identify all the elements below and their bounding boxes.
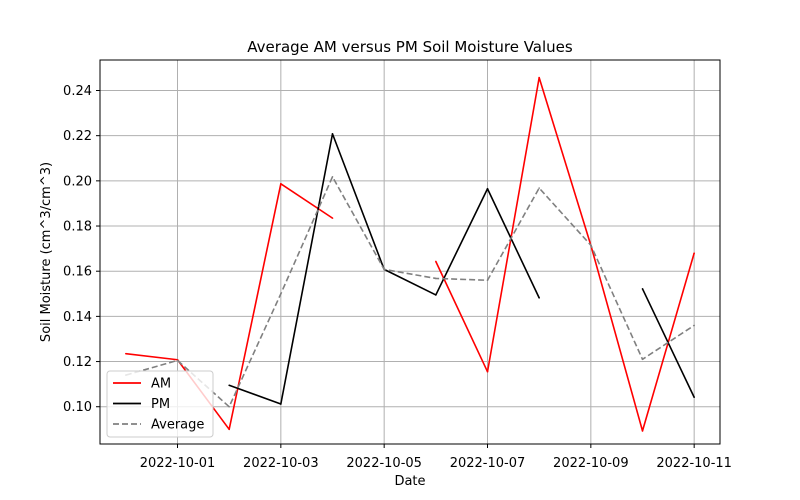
y-tick-label: 0.12 [63, 355, 92, 370]
x-tick-label: 2022-10-09 [553, 456, 629, 471]
data-point-average [641, 358, 644, 361]
data-point-am [435, 260, 437, 263]
y-tick-label: 0.20 [63, 174, 92, 189]
data-point-average [383, 268, 385, 271]
series-line-average [125, 175, 695, 408]
data-point-average [435, 277, 437, 280]
data-point-pm [641, 288, 644, 290]
data-point-average [228, 405, 230, 408]
legend-label-average: Average [151, 418, 204, 433]
x-tick-label: 2022-10-03 [243, 456, 319, 471]
chart-title: Average AM versus PM Soil Moisture Value… [247, 38, 573, 56]
data-point-am [486, 370, 489, 373]
axis-ticks: 2022-10-01 2022-10-03 2022-10-05 2022-10-07… [63, 84, 732, 471]
legend-box [106, 370, 214, 438]
data-point-pm [693, 396, 695, 399]
data-point-am [228, 428, 230, 431]
data-point-pm [331, 133, 334, 135]
data-point-pm [486, 187, 489, 190]
x-tick-label: 2022-10-11 [656, 456, 732, 471]
data-point-average [693, 324, 695, 327]
data-point-am [331, 217, 334, 219]
grid [100, 60, 720, 444]
data-point-average [176, 359, 179, 362]
data-point-average [538, 187, 540, 189]
y-tick-label: 0.22 [63, 129, 92, 144]
y-tick-label: 0.16 [63, 265, 92, 280]
data-point-average [280, 292, 282, 295]
y-tick-label: 0.24 [63, 84, 92, 99]
y-tick-label: 0.10 [63, 400, 92, 415]
data-point-am [693, 252, 695, 254]
x-tick-label: 2022-10-05 [346, 456, 422, 471]
legend-label-am: AM [151, 377, 171, 392]
x-tick-label: 2022-10-01 [140, 456, 216, 471]
data-point-average [331, 175, 334, 178]
data-point-pm [538, 297, 540, 299]
series-lines [125, 76, 695, 432]
data-point-pm [435, 294, 437, 296]
data-point-am [280, 182, 282, 185]
x-tick-label: 2022-10-07 [450, 456, 526, 471]
data-point-am [538, 76, 540, 79]
series-line-am [435, 76, 695, 432]
legend-label-pm: PM [151, 397, 170, 412]
y-tick-label: 0.18 [63, 220, 92, 235]
data-point-pm [280, 403, 282, 405]
data-point-average [590, 244, 592, 247]
data-point-average [486, 279, 489, 282]
data-point-am [125, 352, 127, 355]
data-point-am [641, 430, 644, 432]
x-axis-label: Date [394, 474, 425, 489]
legend: AM PM Average [106, 370, 214, 438]
y-axis-label: Soil Moisture (cm^3/cm^3) [39, 162, 54, 342]
plot-frame [99, 59, 721, 445]
data-point-pm [228, 384, 230, 387]
y-tick-label: 0.14 [63, 310, 92, 325]
